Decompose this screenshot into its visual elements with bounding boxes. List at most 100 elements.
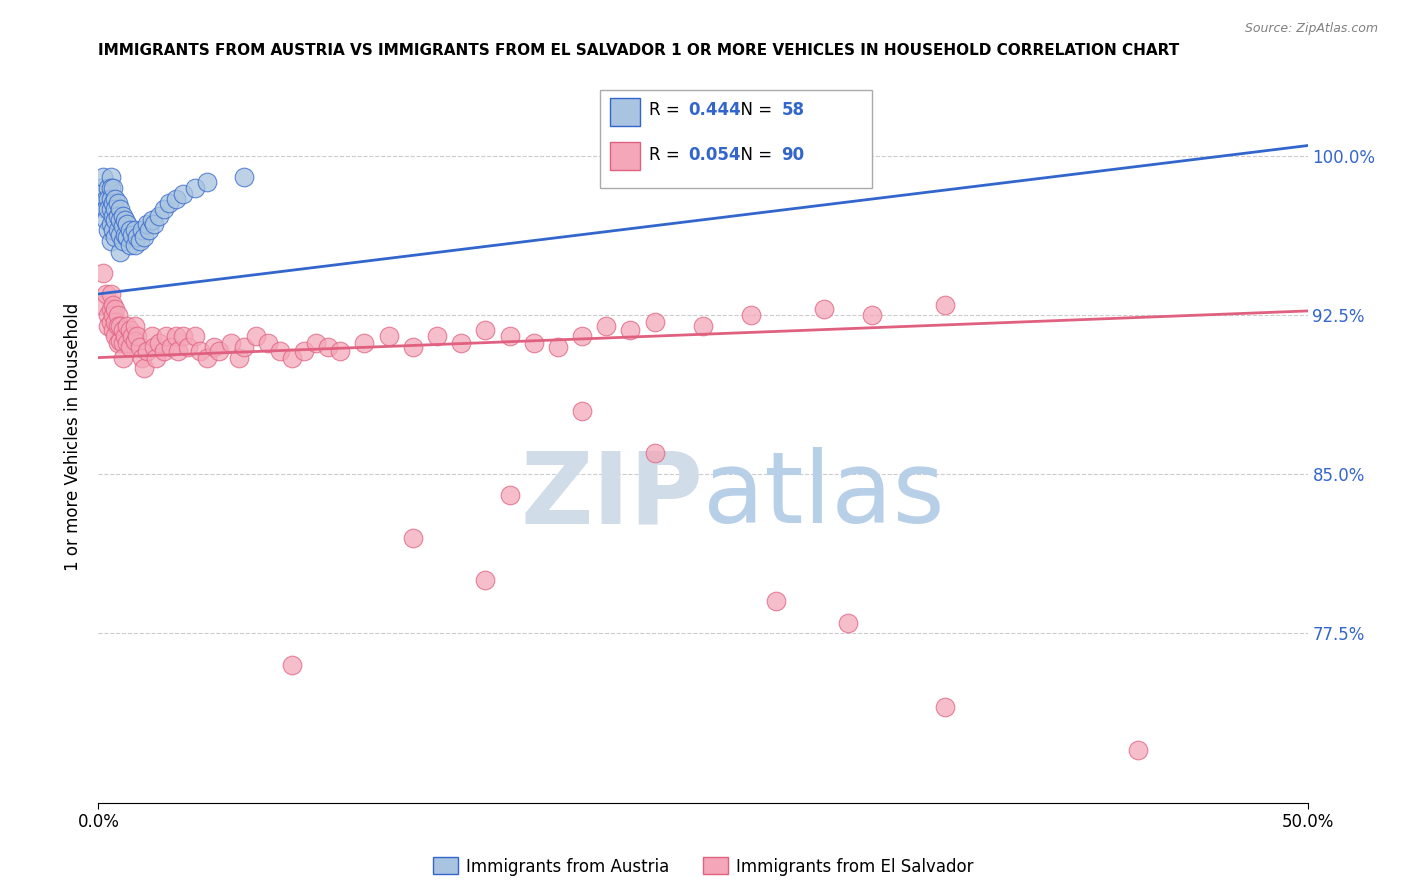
Point (837, 615, 859, 630)
Point (104, 202, 127, 216)
Point (165, 192, 187, 206)
Point (619, 323, 641, 337)
Bar (600, 89, 872, 188)
Point (498, 329, 520, 343)
Text: IMMIGRANTS FROM AUSTRIA VS IMMIGRANTS FROM EL SALVADOR 1 OR MORE VEHICLES IN HOU: IMMIGRANTS FROM AUSTRIA VS IMMIGRANTS FR… (98, 43, 1180, 58)
Point (111, 219, 134, 234)
Point (108, 227, 131, 242)
Point (124, 334, 146, 348)
Point (498, 488, 520, 502)
Point (547, 340, 569, 354)
Point (124, 238, 146, 252)
Point (152, 344, 174, 359)
Point (114, 212, 136, 227)
Point (740, 308, 762, 322)
Point (101, 308, 124, 322)
Point (134, 361, 156, 376)
Point (135, 217, 157, 231)
Point (117, 318, 139, 333)
Point (177, 340, 200, 354)
Point (474, 573, 496, 587)
Point (292, 344, 315, 359)
Point (100, 217, 122, 231)
Point (104, 192, 127, 206)
Bar (610, 143, 640, 170)
Point (97, 223, 120, 237)
Point (104, 229, 127, 244)
Point (100, 301, 122, 316)
Point (195, 351, 218, 365)
Point (107, 223, 129, 237)
Point (94, 202, 117, 216)
Point (450, 335, 472, 350)
Point (107, 335, 129, 350)
Point (143, 217, 166, 231)
Point (208, 344, 231, 359)
Point (97, 318, 120, 333)
Point (111, 209, 134, 223)
Point (100, 202, 122, 216)
Point (232, 170, 254, 185)
Point (571, 329, 593, 343)
Point (101, 181, 124, 195)
Point (172, 187, 194, 202)
Point (353, 335, 375, 350)
Point (100, 170, 122, 185)
Point (692, 318, 714, 333)
Point (281, 658, 304, 673)
Point (100, 314, 122, 328)
Y-axis label: 1 or more Vehicles in Household: 1 or more Vehicles in Household (65, 303, 83, 571)
Legend: Immigrants from Austria, Immigrants from El Salvador: Immigrants from Austria, Immigrants from… (426, 851, 980, 882)
Point (97, 181, 120, 195)
Text: 58: 58 (782, 101, 804, 120)
Point (221, 335, 243, 350)
Point (148, 209, 170, 223)
Point (644, 446, 666, 460)
Point (245, 329, 267, 343)
Point (152, 202, 174, 216)
Point (117, 229, 139, 244)
Point (104, 329, 127, 343)
Text: 90: 90 (782, 146, 804, 164)
Text: 0.444: 0.444 (689, 101, 741, 120)
Point (127, 329, 149, 343)
Point (474, 323, 496, 337)
Point (111, 335, 134, 350)
Point (402, 340, 425, 354)
Point (184, 329, 207, 343)
Text: N =: N = (730, 101, 778, 120)
Point (167, 344, 190, 359)
Point (145, 351, 167, 365)
Point (118, 238, 141, 252)
Point (108, 318, 131, 333)
Point (143, 340, 166, 354)
Point (118, 340, 141, 354)
Point (101, 323, 124, 337)
Point (316, 340, 339, 354)
Point (934, 297, 956, 311)
Point (204, 340, 226, 354)
Bar (610, 98, 640, 127)
Point (104, 314, 127, 328)
Point (228, 351, 250, 365)
Point (595, 318, 617, 333)
Point (114, 227, 136, 242)
Text: atlas: atlas (703, 447, 945, 544)
Text: 0.054: 0.054 (689, 146, 741, 164)
Point (124, 223, 146, 237)
Point (184, 181, 207, 195)
Point (100, 287, 122, 301)
Point (128, 234, 150, 248)
Point (1128, 743, 1150, 757)
Point (571, 403, 593, 417)
Point (138, 223, 160, 237)
Point (860, 308, 883, 322)
Point (107, 318, 129, 333)
Point (100, 234, 122, 248)
Point (128, 340, 150, 354)
Point (172, 329, 194, 343)
Point (94, 192, 117, 206)
Text: ZIP: ZIP (520, 447, 703, 544)
Point (118, 323, 141, 337)
Point (108, 244, 131, 259)
